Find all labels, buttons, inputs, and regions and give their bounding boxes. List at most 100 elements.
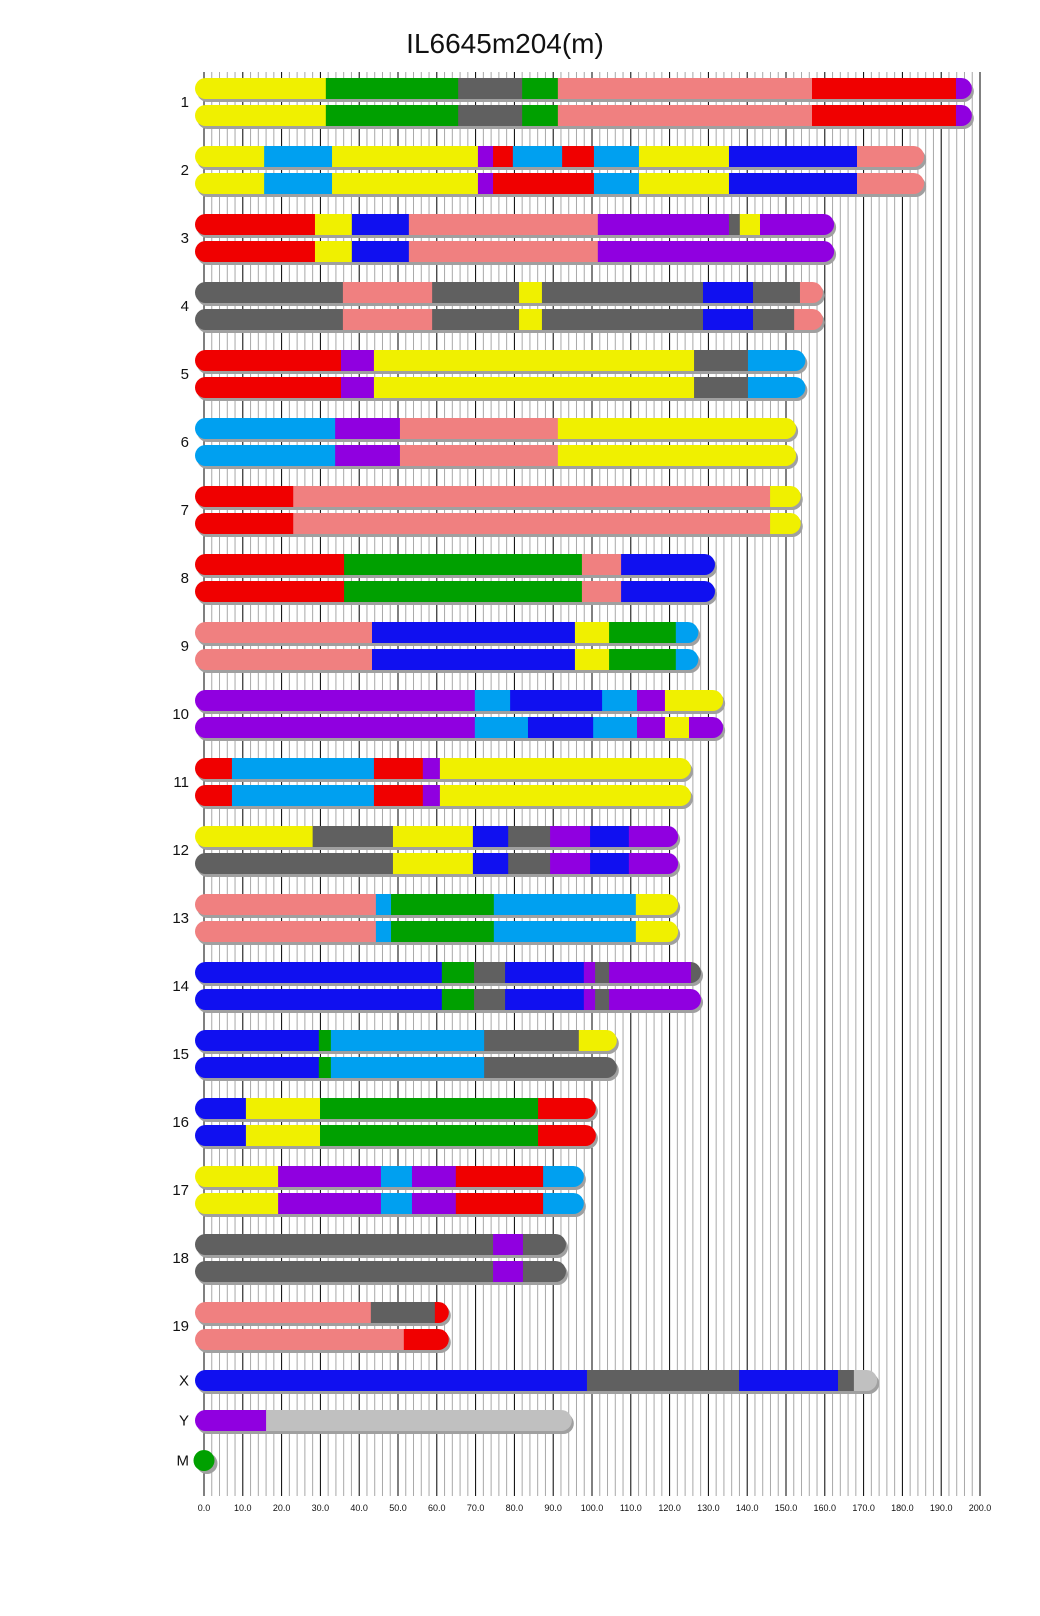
segment: [505, 962, 585, 983]
track: [195, 717, 724, 738]
segment: [195, 1261, 494, 1282]
segment: [543, 1193, 584, 1214]
track: [195, 173, 925, 194]
segment: [195, 1098, 247, 1119]
x-tick-label: 100.0: [581, 1503, 604, 1513]
x-tick-label: 130.0: [697, 1503, 720, 1513]
segment: [195, 649, 373, 670]
track: [195, 622, 699, 643]
x-tick-label: 140.0: [736, 1503, 759, 1513]
segment: [195, 105, 327, 126]
segment: [702, 309, 754, 330]
segment: [330, 1030, 485, 1051]
segment: [325, 78, 459, 99]
segment: [325, 105, 459, 126]
segment: [422, 758, 441, 779]
segment: [609, 989, 702, 1010]
segment: [597, 241, 835, 262]
segment: [621, 581, 715, 602]
segment: [472, 826, 509, 847]
segment: [278, 1193, 382, 1214]
chromosome-18: 18: [172, 1234, 569, 1285]
chromosome-16: 16: [172, 1098, 598, 1149]
segment: [434, 1302, 449, 1323]
segment: [332, 146, 479, 167]
segment: [857, 173, 925, 194]
segment: [373, 350, 695, 371]
segment: [195, 309, 344, 330]
track: [195, 894, 679, 915]
track: [195, 309, 823, 330]
segment: [811, 78, 957, 99]
segment: [574, 649, 610, 670]
segment: [522, 1261, 567, 1282]
segment: [342, 282, 433, 303]
chromosome-label: X: [179, 1373, 189, 1390]
segment: [593, 173, 640, 194]
track: [195, 350, 806, 371]
track: [195, 105, 972, 126]
segment: [586, 1370, 740, 1391]
segment: [728, 214, 741, 235]
segment: [439, 758, 691, 779]
segment: [574, 622, 610, 643]
track: [195, 581, 715, 602]
segment: [527, 717, 594, 738]
track: [195, 1125, 596, 1146]
chromosome-8: 8: [181, 554, 717, 605]
segment: [597, 214, 730, 235]
track: [195, 758, 691, 779]
segment: [484, 1030, 580, 1051]
segment: [403, 1329, 449, 1350]
segment: [519, 309, 543, 330]
track: [195, 1166, 584, 1187]
segment: [195, 758, 233, 779]
track: [195, 1193, 584, 1214]
segment: [195, 1410, 267, 1431]
segment: [458, 105, 523, 126]
track: [195, 377, 806, 398]
chromosome-label: 12: [172, 842, 189, 859]
segment: [811, 105, 957, 126]
chromosome-label: M: [177, 1453, 190, 1470]
segment: [314, 241, 353, 262]
segment: [195, 1125, 247, 1146]
segment: [340, 350, 375, 371]
segment: [320, 1125, 539, 1146]
segment: [522, 105, 559, 126]
chromosome-12: 12: [172, 826, 681, 877]
chromosome-label: 5: [181, 366, 189, 383]
track: [195, 1370, 878, 1391]
segment: [508, 826, 551, 847]
track: [195, 921, 679, 942]
track: [195, 241, 835, 262]
segment: [391, 894, 495, 915]
segment: [372, 622, 576, 643]
segment: [857, 146, 925, 167]
x-tick-label: 70.0: [467, 1503, 485, 1513]
segment: [493, 1234, 524, 1255]
segment: [541, 282, 704, 303]
segment: [550, 826, 591, 847]
segment: [562, 146, 595, 167]
segment: [557, 445, 797, 466]
chromosome-label: 9: [181, 638, 189, 655]
chromosome-label: 7: [181, 502, 189, 519]
segment: [628, 853, 679, 874]
track: [195, 826, 679, 847]
chromosome-6: 6: [181, 418, 799, 469]
segment: [583, 962, 596, 983]
segment: [578, 1030, 617, 1051]
segment: [474, 989, 506, 1010]
segment: [195, 581, 345, 602]
segment: [550, 853, 591, 874]
segment: [370, 1302, 436, 1323]
segment: [380, 1193, 413, 1214]
segment: [853, 1370, 878, 1391]
chromosome-label: 4: [181, 298, 189, 315]
segment: [264, 146, 333, 167]
chromosome-14: 14: [172, 962, 704, 1013]
chromosome-3: 3: [181, 214, 837, 265]
segment: [590, 826, 630, 847]
chromosome-13: 13: [172, 894, 681, 945]
